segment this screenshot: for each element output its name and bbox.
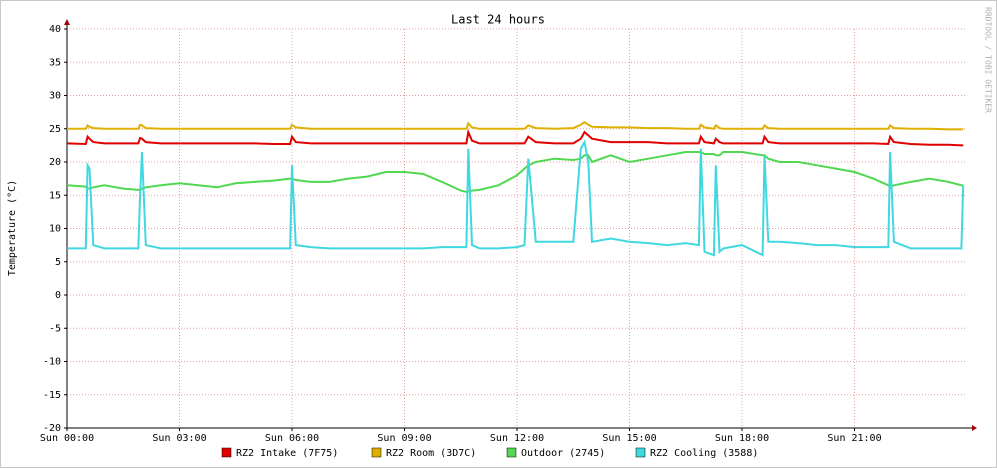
series-line (67, 139, 965, 257)
legend-label: Outdoor (2745) (521, 448, 605, 459)
y-tick-label: 40 (49, 24, 61, 35)
x-tick-label: Sun 12:00 (490, 433, 544, 444)
series-line (66, 128, 964, 147)
y-tick-label: -15 (43, 390, 61, 401)
watermark: RRDTOOL / TOBI OETIKER (984, 7, 993, 113)
x-tick-label: Sun 21:00 (827, 433, 881, 444)
x-tick-label: Sun 09:00 (377, 433, 431, 444)
x-tick-label: Sun 18:00 (715, 433, 769, 444)
legend-swatch (506, 447, 517, 458)
y-axis-label: Temperature (°C) (7, 180, 18, 276)
legend-label: RZ2 Intake (7F75) (236, 448, 338, 459)
y-axis-arrow (64, 19, 70, 25)
y-tick-label: 15 (49, 190, 61, 201)
x-tick-label: Sun 06:00 (265, 433, 319, 444)
y-tick-label: 10 (49, 224, 61, 235)
series-line (67, 120, 964, 131)
legend-swatch (221, 447, 232, 458)
y-tick-label: 0 (55, 290, 61, 301)
y-tick-label: -10 (43, 357, 61, 368)
y-tick-label: 35 (49, 57, 61, 68)
x-tick-label: Sun 03:00 (152, 433, 206, 444)
x-axis-arrow (972, 425, 977, 431)
legend-swatch (635, 447, 646, 458)
y-tick-label: 30 (49, 91, 61, 102)
legend-swatch (371, 447, 382, 458)
x-tick-label: Sun 00:00 (40, 433, 94, 444)
y-tick-label: 5 (55, 257, 61, 268)
legend-label: RZ2 Room (3D7C) (386, 448, 476, 459)
y-tick-label: -20 (43, 423, 61, 434)
legend-label: RZ2 Cooling (3588) (650, 448, 758, 459)
y-tick-label: 20 (49, 157, 61, 168)
chart-title: Last 24 hours (451, 13, 545, 27)
y-tick-label: 25 (49, 124, 61, 135)
y-tick-label: -5 (49, 323, 61, 334)
x-tick-label: Sun 15:00 (602, 433, 656, 444)
